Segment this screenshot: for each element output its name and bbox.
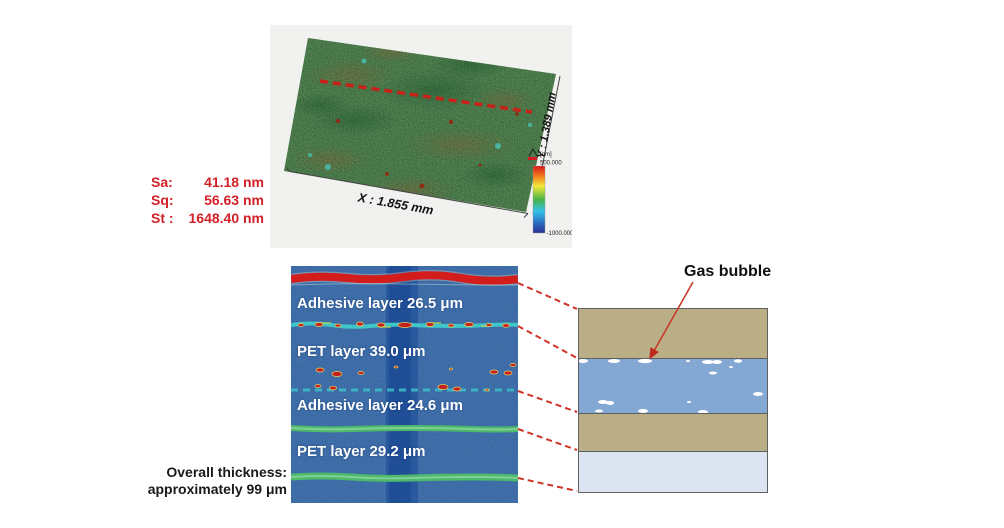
z-axis-icon-base	[528, 157, 537, 160]
stat-label: St :	[151, 210, 174, 226]
stat-row-sa: Sa: 41.18 nm	[151, 173, 264, 191]
layer-schematic	[578, 308, 768, 493]
overall-thickness-line2: approximately 99 μm	[147, 480, 287, 497]
surface-line-red	[291, 270, 518, 286]
schematic-adhesive-layer-2	[579, 413, 767, 451]
colorbar: [nm] 500.000 -1000.000	[528, 147, 573, 237]
cross-section-image: Adhesive layer 26.5 μm PET layer 39.0 μm…	[291, 266, 518, 503]
interface-line-2	[291, 384, 518, 392]
stat-label: Sq:	[151, 192, 174, 208]
connector-dashed-lines	[517, 282, 578, 492]
gas-bubbles	[579, 359, 763, 413]
z-axis-icon	[528, 147, 538, 157]
colorbar-max: 500.000	[540, 161, 562, 167]
surface-topography-plot: X : 1.855 mm Y : 1.389 mm [nm] 500.000 -…	[284, 38, 573, 237]
gas-bubble-label: Gas bubble	[684, 263, 772, 280]
interface-line-4	[291, 472, 518, 482]
stat-label: Sa:	[151, 174, 173, 190]
schematic-adhesive-layer-1	[579, 309, 767, 358]
overall-thickness-line1: Overall thickness:	[166, 464, 287, 480]
schematic-pet-layer-2	[579, 451, 767, 492]
layer-label-pet-2: PET layer 29.2 μm	[297, 443, 426, 460]
overall-thickness-caption: Overall thickness: approximately 99 μm	[90, 464, 287, 497]
layer-label-adhesive-2: Adhesive layer 24.6 μm	[297, 397, 463, 414]
stat-value: 41.18 nm	[204, 174, 264, 190]
surface-texture	[284, 38, 556, 212]
stat-value: 56.63 nm	[204, 192, 264, 208]
interface-line-3	[291, 424, 518, 433]
stat-row-sq: Sq: 56.63 nm	[151, 191, 264, 209]
layer-label-adhesive-1: Adhesive layer 26.5 μm	[297, 295, 463, 312]
profile-dashed-line	[319, 79, 533, 114]
stat-value: 1648.40 nm	[188, 210, 265, 226]
stat-row-st: St : 1648.40 nm	[151, 209, 264, 227]
surface-defects	[308, 58, 532, 211]
surface-topography-panel: X : 1.855 mm Y : 1.389 mm [nm] 500.000 -…	[270, 25, 572, 248]
colorbar-min: -1000.000	[547, 231, 573, 237]
layer-label-pet-1: PET layer 39.0 μm	[297, 343, 426, 360]
inclusion-blobs	[315, 363, 517, 377]
interface-line-1	[291, 321, 518, 329]
cross-section-art	[291, 266, 518, 503]
schematic-pet-layer-1	[579, 358, 767, 413]
roughness-stats: Sa: 41.18 nm Sq: 56.63 nm St : 1648.40 n…	[151, 173, 264, 227]
colorbar-unit: [nm]	[540, 152, 552, 158]
